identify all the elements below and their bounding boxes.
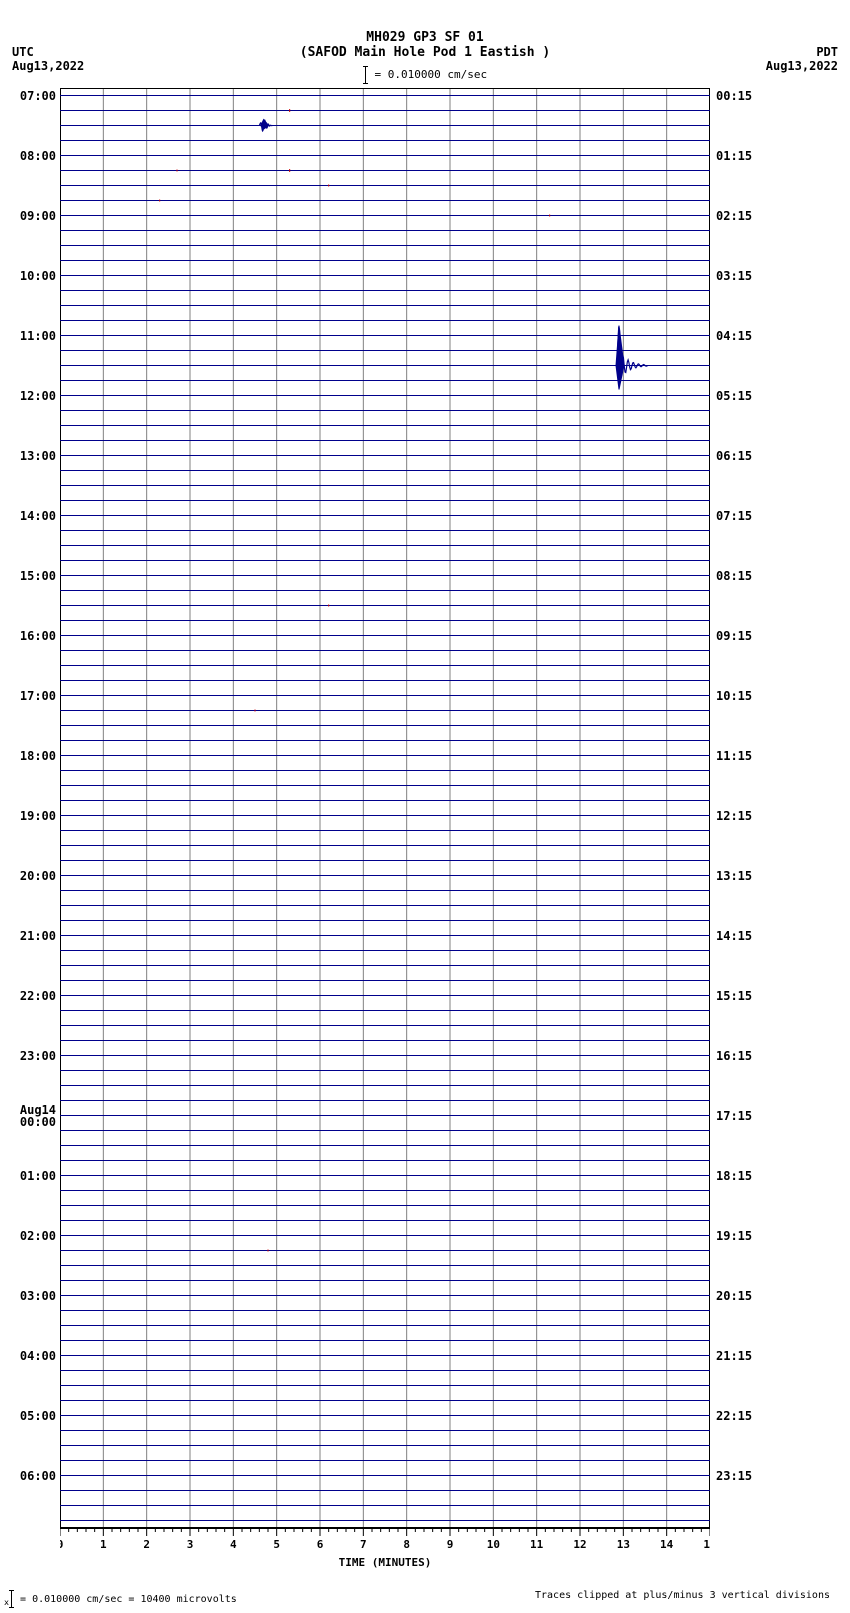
pdt-hour-label: 01:15 bbox=[716, 150, 752, 162]
x-axis: 0123456789101112131415 TIME (MINUTES) bbox=[60, 1528, 710, 1578]
pdt-hour-label: 18:15 bbox=[716, 1170, 752, 1182]
utc-hour-label: 09:00 bbox=[20, 210, 56, 222]
timezone-right: PDT Aug13,2022 bbox=[766, 45, 838, 73]
footer-clip-note: Traces clipped at plus/minus 3 vertical … bbox=[535, 1590, 830, 1601]
station-name: (SAFOD Main Hole Pod 1 Eastish ) bbox=[0, 45, 850, 60]
utc-hour-label: 04:00 bbox=[20, 1350, 56, 1362]
utc-hour-label: 20:00 bbox=[20, 870, 56, 882]
utc-hour-label: 02:00 bbox=[20, 1230, 56, 1242]
utc-hour-label: 06:00 bbox=[20, 1470, 56, 1482]
pdt-hour-label: 20:15 bbox=[716, 1290, 752, 1302]
pdt-hour-label: 12:15 bbox=[716, 810, 752, 822]
pdt-hour-label: 09:15 bbox=[716, 630, 752, 642]
pdt-hour-label: 07:15 bbox=[716, 510, 752, 522]
pdt-hour-label: 06:15 bbox=[716, 450, 752, 462]
x-axis-label: TIME (MINUTES) bbox=[60, 1556, 710, 1569]
utc-hour-label: 16:00 bbox=[20, 630, 56, 642]
svg-text:12: 12 bbox=[573, 1538, 586, 1551]
svg-text:2: 2 bbox=[143, 1538, 150, 1551]
svg-text:15: 15 bbox=[703, 1538, 710, 1551]
utc-hour-label: 03:00 bbox=[20, 1290, 56, 1302]
utc-hour-label: 21:00 bbox=[20, 930, 56, 942]
scale-value: = 0.010000 cm/sec bbox=[375, 68, 488, 81]
utc-hour-label: 23:00 bbox=[20, 1050, 56, 1062]
tz-right-date: Aug13,2022 bbox=[766, 59, 838, 73]
pdt-hour-label: 14:15 bbox=[716, 930, 752, 942]
pdt-hour-label: 21:15 bbox=[716, 1350, 752, 1362]
footer-scale: x = 0.010000 cm/sec = 10400 microvolts bbox=[4, 1590, 237, 1608]
pdt-hour-label: 15:15 bbox=[716, 990, 752, 1002]
utc-hour-label: 10:00 bbox=[20, 270, 56, 282]
helicorder-plot bbox=[60, 88, 710, 1528]
pdt-hour-label: 22:15 bbox=[716, 1410, 752, 1422]
utc-hour-label: 22:00 bbox=[20, 990, 56, 1002]
svg-text:13: 13 bbox=[617, 1538, 630, 1551]
utc-hour-label: 08:00 bbox=[20, 150, 56, 162]
svg-text:8: 8 bbox=[403, 1538, 410, 1551]
pdt-hour-label: 08:15 bbox=[716, 570, 752, 582]
xaxis-svg: 0123456789101112131415 bbox=[60, 1528, 710, 1554]
seismogram-container: MH029 GP3 SF 01 (SAFOD Main Hole Pod 1 E… bbox=[0, 0, 850, 1613]
tz-left-label: UTC bbox=[12, 45, 84, 59]
chart-header: MH029 GP3 SF 01 (SAFOD Main Hole Pod 1 E… bbox=[0, 30, 850, 84]
utc-hour-label: 15:00 bbox=[20, 570, 56, 582]
svg-text:3: 3 bbox=[187, 1538, 194, 1551]
svg-text:6: 6 bbox=[317, 1538, 324, 1551]
footer-scale-text: = 0.010000 cm/sec = 10400 microvolts bbox=[20, 1594, 237, 1605]
svg-text:0: 0 bbox=[60, 1538, 63, 1551]
tz-left-date: Aug13,2022 bbox=[12, 59, 84, 73]
svg-text:11: 11 bbox=[530, 1538, 544, 1551]
pdt-hour-label: 13:15 bbox=[716, 870, 752, 882]
pdt-hour-label: 23:15 bbox=[716, 1470, 752, 1482]
utc-hour-label: 11:00 bbox=[20, 330, 56, 342]
timezone-left: UTC Aug13,2022 bbox=[12, 45, 84, 73]
utc-hour-label: 18:00 bbox=[20, 750, 56, 762]
utc-hour-label: 01:00 bbox=[20, 1170, 56, 1182]
svg-text:7: 7 bbox=[360, 1538, 367, 1551]
utc-hour-label: 12:00 bbox=[20, 390, 56, 402]
plot-svg bbox=[60, 88, 710, 1528]
left-hour-labels: 07:00 08:00 09:00 10:00 11:00 12:00 13:00 14:00… bbox=[0, 88, 58, 1528]
pdt-hour-label: 03:15 bbox=[716, 270, 752, 282]
pdt-hour-label: 00:15 bbox=[716, 90, 752, 102]
svg-text:10: 10 bbox=[487, 1538, 500, 1551]
pdt-hour-label: 10:15 bbox=[716, 690, 752, 702]
scale-bar-icon bbox=[9, 1590, 14, 1608]
pdt-hour-label: 02:15 bbox=[716, 210, 752, 222]
utc-hour-label: 05:00 bbox=[20, 1410, 56, 1422]
svg-text:5: 5 bbox=[273, 1538, 280, 1551]
right-hour-labels: 00:15 01:15 02:15 03:15 04:15 05:15 06:15 07:15… bbox=[712, 88, 772, 1528]
tz-right-label: PDT bbox=[766, 45, 838, 59]
pdt-hour-label: 05:15 bbox=[716, 390, 752, 402]
pdt-hour-label: 04:15 bbox=[716, 330, 752, 342]
pdt-hour-label: 17:15 bbox=[716, 1110, 752, 1122]
scale-bar-icon bbox=[363, 66, 368, 84]
utc-hour-label: 07:00 bbox=[20, 90, 56, 102]
pdt-hour-label: 11:15 bbox=[716, 750, 752, 762]
utc-hour-label: 13:00 bbox=[20, 450, 56, 462]
svg-text:1: 1 bbox=[100, 1538, 107, 1551]
svg-text:14: 14 bbox=[660, 1538, 674, 1551]
utc-hour-label: 17:00 bbox=[20, 690, 56, 702]
utc-hour-label: 14:00 bbox=[20, 510, 56, 522]
scale-note: = 0.010000 cm/sec bbox=[0, 66, 850, 84]
utc-hour-label: Aug14 00:00 bbox=[20, 1104, 56, 1128]
svg-text:9: 9 bbox=[447, 1538, 454, 1551]
pdt-hour-label: 16:15 bbox=[716, 1050, 752, 1062]
svg-text:4: 4 bbox=[230, 1538, 237, 1551]
utc-hour-label: 19:00 bbox=[20, 810, 56, 822]
pdt-hour-label: 19:15 bbox=[716, 1230, 752, 1242]
station-code: MH029 GP3 SF 01 bbox=[0, 30, 850, 45]
